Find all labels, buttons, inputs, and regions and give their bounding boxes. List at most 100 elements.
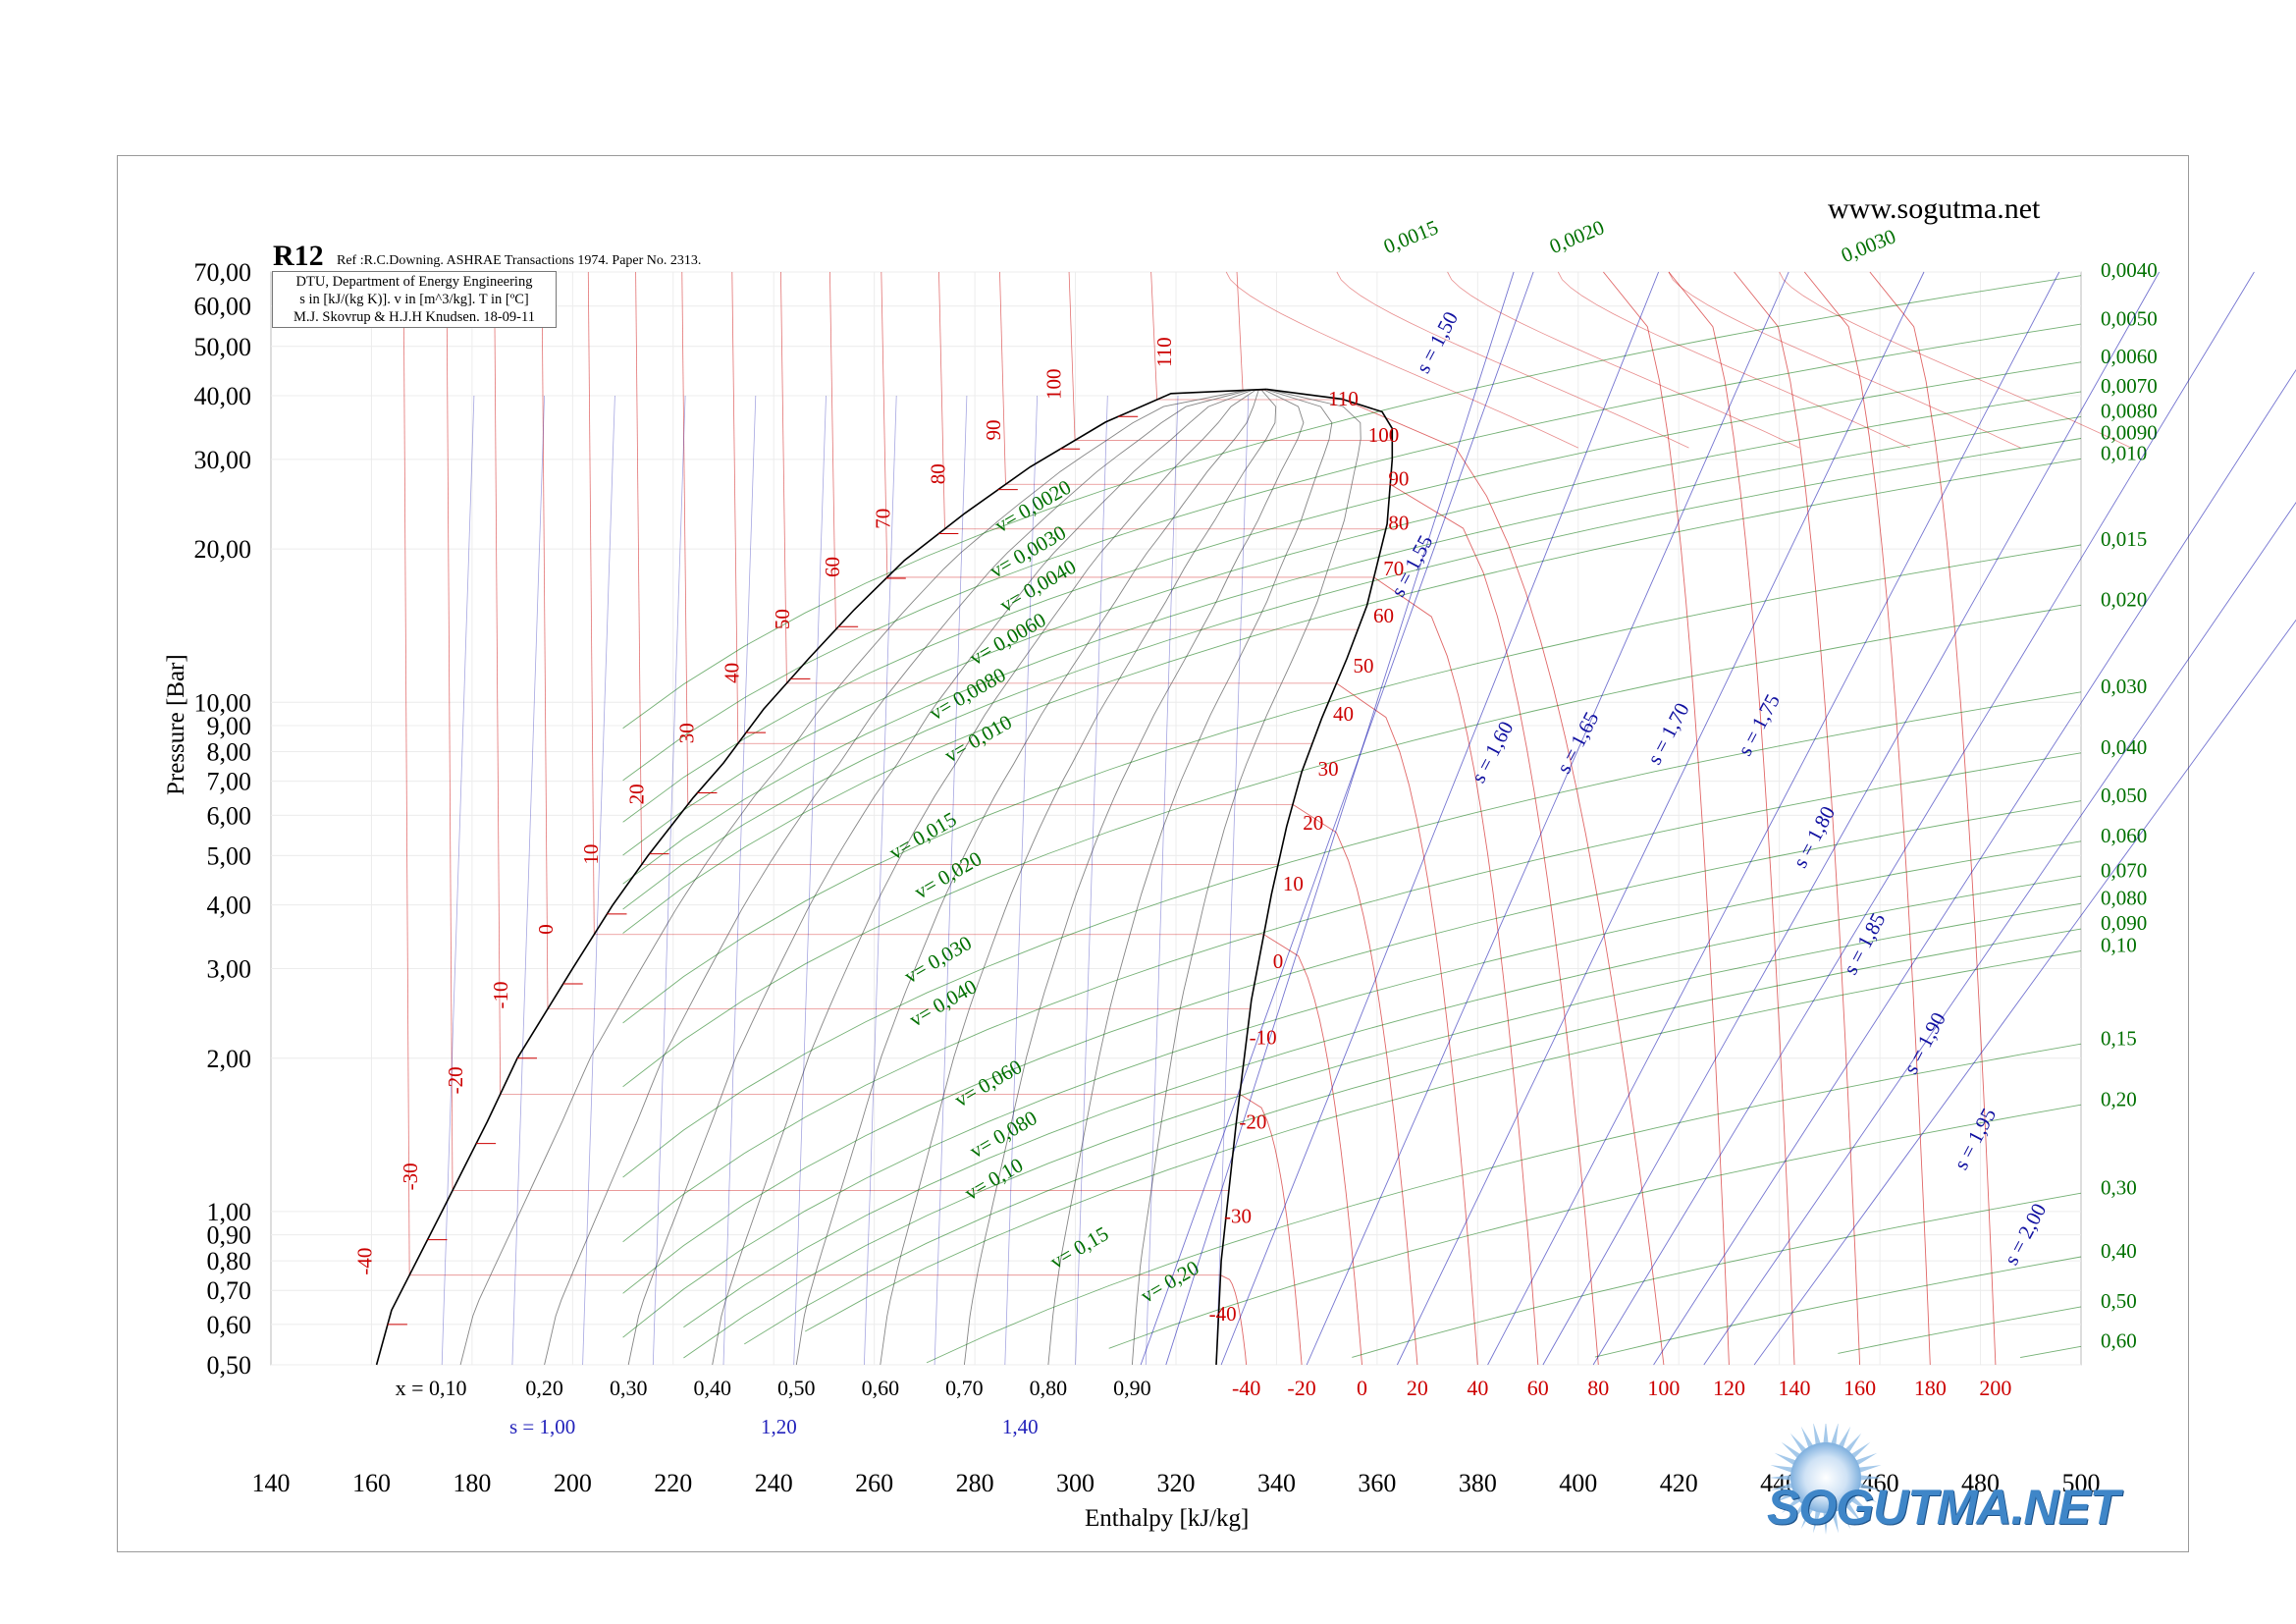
isentrope-line — [1145, 395, 1179, 1366]
isentrope-line — [864, 395, 897, 1366]
x-tick-label: 380 — [1459, 1469, 1497, 1497]
isochore-line — [804, 950, 2082, 1332]
sun-ray — [1857, 1482, 1882, 1490]
isentrope-line — [722, 395, 757, 1366]
x-tick-label: 360 — [1358, 1469, 1396, 1497]
sun-ray — [1849, 1441, 1871, 1459]
isentrope-line — [1753, 619, 2296, 1366]
isotherm-bottom-label: 160 — [1843, 1376, 1876, 1400]
y-tick-label: 4,00 — [207, 892, 252, 920]
isentrope-line — [1215, 395, 1250, 1366]
isotherm-label-liquid: -20 — [444, 1066, 467, 1094]
isochore-label-right: 0,040 — [2101, 735, 2147, 759]
x-tick-label: 160 — [352, 1469, 391, 1497]
sun-ray — [1781, 1441, 1802, 1459]
info-line: s in [kJ/(kg K)]. v in [m^3/kg]. T in [º… — [299, 292, 529, 307]
saturation-liquid-line — [375, 388, 1267, 1366]
isotherm-bottom-label: -20 — [1287, 1376, 1315, 1400]
isentrope-line — [793, 395, 827, 1366]
isochore-label-dome: v= 0,080 — [966, 1106, 1041, 1163]
isentrope-label: s = 1,65 — [1552, 708, 1604, 778]
isotherm-label-vapor: -20 — [1239, 1110, 1266, 1134]
isotherm-label-liquid: 30 — [675, 723, 699, 743]
isotherm-label-vapor: 70 — [1383, 557, 1404, 580]
quality-line — [1047, 389, 1333, 1366]
isotherm-vapor — [1336, 271, 1689, 449]
sun-ray — [1854, 1489, 1878, 1503]
x-axis-label: Enthalpy [kJ/kg] — [1085, 1505, 1250, 1532]
isotherm-label-vapor: 0 — [1273, 949, 1284, 973]
isentrope-line — [1140, 271, 1534, 1366]
isochore-line — [1108, 1104, 2082, 1349]
quality-label: x = 0,10 — [396, 1376, 467, 1400]
isochore-label-right: 0,030 — [2101, 675, 2147, 698]
isentrope-line — [1165, 271, 1515, 1366]
isotherm-vapor — [1225, 271, 1578, 449]
isochore-label-right: 0,0060 — [2101, 345, 2158, 368]
quality-line — [627, 388, 1267, 1366]
isotherm-label-vapor: 100 — [1368, 423, 1400, 447]
isotherm-bottom-label: -40 — [1232, 1376, 1260, 1400]
x-tick-label: 280 — [956, 1469, 994, 1497]
isentrope-line — [1653, 368, 2296, 1366]
isotherm-vapor — [1343, 399, 1665, 1366]
x-tick-label: 220 — [654, 1469, 692, 1497]
site-url[interactable]: www.sogutma.net — [1828, 192, 2041, 225]
isochore-label-right: 0,0040 — [2101, 258, 2158, 282]
isotherm-vapor — [1734, 271, 1861, 1366]
isentrope-bottom-label: s = 1,00 — [509, 1415, 575, 1438]
isentrope-line — [1306, 271, 1789, 1366]
isotherm-bottom-label: 120 — [1713, 1376, 1745, 1400]
isochore-label-right: 0,020 — [2101, 587, 2147, 611]
sun-ray — [1800, 1506, 1814, 1530]
isochore-line — [622, 415, 2082, 885]
isochore-label-right: 0,010 — [2101, 441, 2147, 464]
y-tick-label: 10,00 — [194, 688, 252, 717]
isotherm-liquid — [1236, 271, 1244, 391]
isotherm-liquid — [829, 271, 836, 630]
isentrope-line — [582, 395, 615, 1366]
sun-ray — [1857, 1465, 1882, 1474]
isotherm-vapor — [1292, 803, 1418, 1366]
isotherm-liquid — [881, 271, 888, 577]
isotherm-label-liquid: 0 — [534, 924, 558, 935]
isochore-line — [926, 1043, 2082, 1364]
isochore-line — [1352, 1192, 2082, 1358]
isotherm-liquid — [780, 271, 787, 683]
info-box: DTU, Department of Energy Engineering s … — [272, 271, 557, 328]
quality-label: 0,80 — [1030, 1376, 1068, 1400]
quality-label: 0,30 — [610, 1376, 648, 1400]
isotherm-liquid — [587, 271, 595, 935]
isochore-label-right: 0,20 — [2101, 1087, 2137, 1110]
isotherm-bottom-label: 140 — [1779, 1376, 1811, 1400]
isotherm-liquid — [1068, 271, 1076, 441]
isentrope-line — [511, 395, 545, 1366]
x-tick-label: 140 — [252, 1469, 291, 1497]
isotherm-label-liquid: 70 — [871, 509, 894, 529]
isentrope-label: s = 2,00 — [2000, 1200, 2052, 1270]
y-tick-label: 0,60 — [207, 1311, 252, 1339]
y-tick-label: 7,00 — [207, 768, 252, 796]
isochore-label-top: 0,0015 — [1380, 215, 1442, 258]
isotherm-vapor — [1603, 271, 1730, 1366]
isotherm-label-vapor: 90 — [1388, 466, 1409, 490]
isotherm-vapor — [1336, 682, 1478, 1366]
sun-ray — [1774, 1489, 1797, 1503]
quality-line — [963, 389, 1305, 1366]
sun-ray — [1838, 1426, 1851, 1449]
sun-ray — [1844, 1433, 1862, 1454]
x-tick-label: 500 — [2062, 1469, 2101, 1497]
isochore-label-dome: v= 0,010 — [940, 710, 1016, 767]
x-tick-label: 420 — [1660, 1469, 1698, 1497]
x-tick-label: 400 — [1559, 1469, 1597, 1497]
y-tick-label: 0,70 — [207, 1276, 252, 1305]
isentrope-line — [1075, 395, 1108, 1366]
isotherm-vapor — [1557, 271, 1910, 449]
isotherm-label-vapor: 110 — [1328, 387, 1359, 410]
isotherm-liquid — [446, 271, 454, 1191]
quality-label: 0,70 — [945, 1376, 984, 1400]
isotherm-vapor — [1263, 934, 1362, 1366]
isochore-line — [744, 928, 2082, 1345]
isotherm-vapor — [1668, 271, 1795, 1366]
isochore-label-right: 0,15 — [2101, 1026, 2137, 1050]
